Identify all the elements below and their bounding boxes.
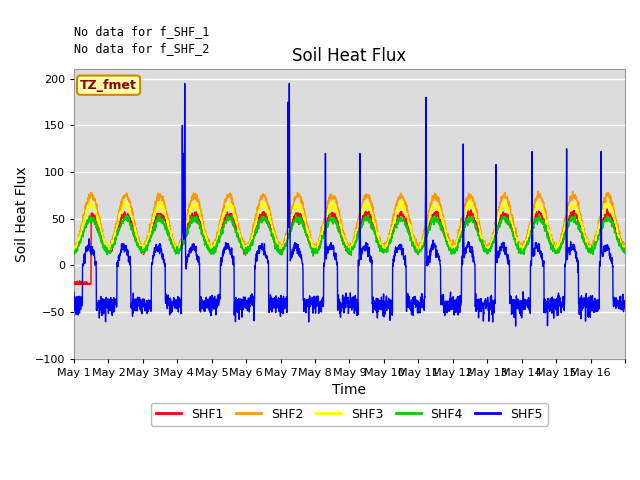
Title: Soil Heat Flux: Soil Heat Flux bbox=[292, 47, 406, 65]
Text: No data for f_SHF_2: No data for f_SHF_2 bbox=[74, 42, 209, 55]
Legend: SHF1, SHF2, SHF3, SHF4, SHF5: SHF1, SHF2, SHF3, SHF4, SHF5 bbox=[151, 403, 548, 426]
Text: No data for f_SHF_1: No data for f_SHF_1 bbox=[74, 24, 209, 37]
X-axis label: Time: Time bbox=[332, 384, 367, 397]
Text: TZ_fmet: TZ_fmet bbox=[80, 79, 137, 92]
Y-axis label: Soil Heat Flux: Soil Heat Flux bbox=[15, 166, 29, 262]
